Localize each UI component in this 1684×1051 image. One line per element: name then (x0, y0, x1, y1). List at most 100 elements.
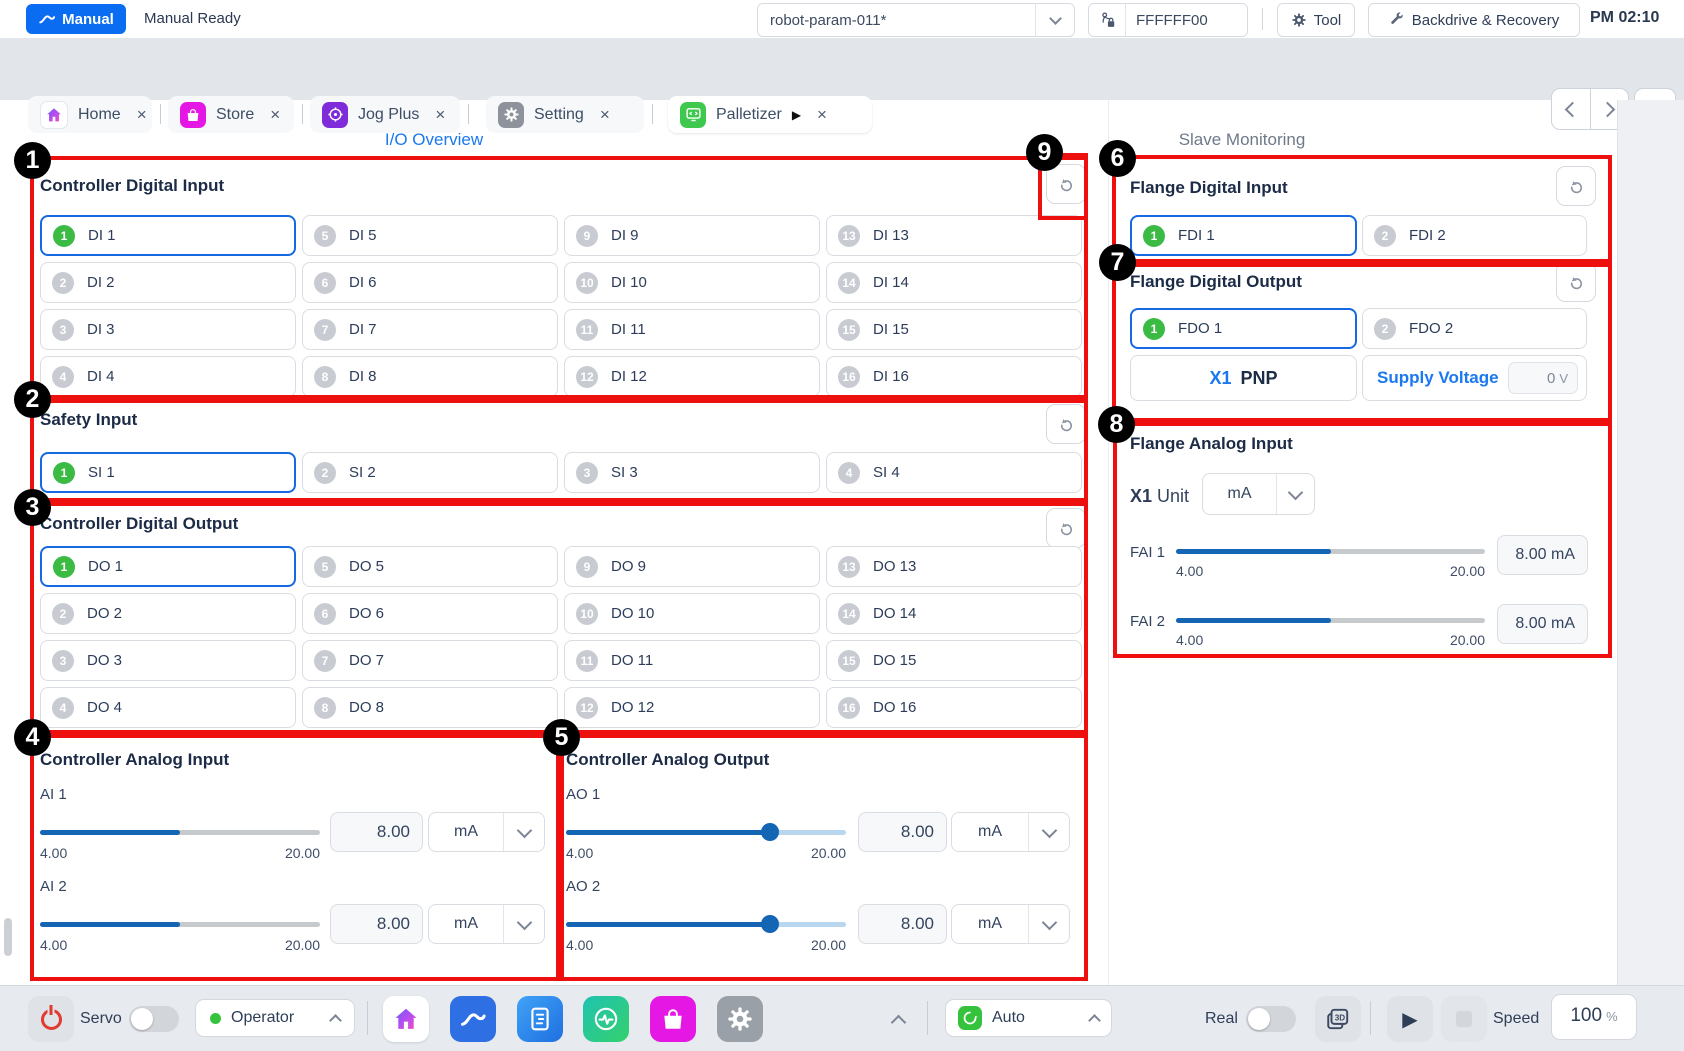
close-icon[interactable]: × (599, 105, 610, 124)
ai2-unit-select[interactable]: mA (428, 904, 545, 944)
ai1-unit-select[interactable]: mA (428, 812, 545, 852)
view-3d-button[interactable] (1315, 996, 1361, 1042)
cdo-cell[interactable]: 14 DO 14 (826, 593, 1082, 634)
real-toggle[interactable] (1246, 1006, 1296, 1032)
ai1-slider[interactable] (40, 830, 320, 835)
tab-store[interactable]: Store × (168, 96, 294, 133)
cdo-cell[interactable]: 4 DO 4 (40, 687, 296, 728)
cdi-cell[interactable]: 1 DI 1 (40, 215, 296, 256)
cdi-cell[interactable]: 6 DI 6 (302, 262, 558, 303)
cdi-cell[interactable]: 8 DI 8 (302, 356, 558, 397)
stop-button[interactable] (1441, 996, 1487, 1042)
si-cell[interactable]: 1 SI 1 (40, 452, 296, 493)
cdo-cell[interactable]: 1 DO 1 (40, 546, 296, 587)
cdi-cell[interactable]: 9 DI 9 (564, 215, 820, 256)
cdo-reset-button[interactable] (1046, 508, 1086, 548)
monitoring-app-button[interactable] (583, 996, 629, 1042)
cdi-cell[interactable]: 16 DI 16 (826, 356, 1082, 397)
cdi-cell[interactable]: 12 DI 12 (564, 356, 820, 397)
si-cell[interactable]: 3 SI 3 (564, 452, 820, 493)
servo-power-button[interactable] (28, 996, 74, 1042)
slider-handle[interactable] (761, 915, 780, 933)
io-cell-label: DO 10 (611, 605, 655, 622)
fdi-reset-button[interactable] (1556, 166, 1596, 206)
ao1-slider[interactable] (566, 823, 846, 841)
tab-palletizer[interactable]: Palletizer ▶ × (668, 96, 872, 133)
auto-mode-dropdown[interactable]: Auto (945, 999, 1112, 1037)
fai-unit-select[interactable]: mA (1202, 473, 1315, 515)
tab-setting[interactable]: Setting × (486, 96, 644, 133)
fai2-slider[interactable] (1176, 618, 1485, 623)
si-reset-button[interactable] (1046, 404, 1086, 444)
backdrive-recovery-button[interactable]: Backdrive & Recovery (1368, 3, 1580, 37)
ai2-slider[interactable] (40, 922, 320, 927)
cdi-cell[interactable]: 3 DI 3 (40, 309, 296, 350)
cdo-cell[interactable]: 15 DO 15 (826, 640, 1082, 681)
cdo-cell[interactable]: 3 DO 3 (40, 640, 296, 681)
ao2-slider[interactable] (566, 915, 846, 933)
fdo-cell[interactable]: 1 FDO 1 (1130, 308, 1357, 349)
left-scrollbar[interactable] (4, 918, 12, 956)
slider-handle[interactable] (761, 823, 780, 841)
si-cell[interactable]: 4 SI 4 (826, 452, 1082, 493)
cdo-cell[interactable]: 6 DO 6 (302, 593, 558, 634)
close-icon[interactable]: × (270, 105, 281, 124)
tab-prev-button[interactable] (1552, 89, 1591, 129)
cdo-cell[interactable]: 12 DO 12 (564, 687, 820, 728)
ao1-value[interactable]: 8.00 (858, 812, 947, 852)
cdo-cell[interactable]: 7 DO 7 (302, 640, 558, 681)
jog-app-button[interactable] (450, 996, 496, 1042)
cdo-cell[interactable]: 9 DO 9 (564, 546, 820, 587)
cdo-cell[interactable]: 11 DO 11 (564, 640, 820, 681)
cdi-cell[interactable]: 13 DI 13 (826, 215, 1082, 256)
fai1-slider[interactable] (1176, 549, 1485, 554)
play-button[interactable]: ▶ (1387, 996, 1433, 1042)
fdo-reset-button[interactable] (1556, 262, 1596, 302)
tab-jog-plus[interactable]: Jog Plus × (310, 96, 460, 133)
ai2-value[interactable]: 8.00 (330, 904, 423, 944)
servo-toggle[interactable] (129, 1006, 179, 1032)
cdo-cell[interactable]: 5 DO 5 (302, 546, 558, 587)
auto-mode-value: Auto (992, 1009, 1025, 1026)
cdi-cell[interactable]: 14 DI 14 (826, 262, 1082, 303)
cdo-cell[interactable]: 16 DO 16 (826, 687, 1082, 728)
store-app-button[interactable] (650, 996, 696, 1042)
hex-value-field[interactable]: FFFFFF00 (1088, 3, 1248, 37)
cdo-cell[interactable]: 2 DO 2 (40, 593, 296, 634)
cdi-cell[interactable]: 11 DI 11 (564, 309, 820, 350)
param-file-select[interactable]: robot-param-011* (757, 3, 1075, 37)
fdi-cell[interactable]: 1 FDI 1 (1130, 215, 1357, 256)
settings-app-button[interactable] (717, 996, 763, 1042)
ao1-unit-select[interactable]: mA (951, 812, 1070, 852)
close-icon[interactable]: × (817, 105, 827, 124)
ao2-value[interactable]: 8.00 (858, 904, 947, 944)
cdi-reset-button[interactable] (1046, 164, 1086, 204)
cdo-cell[interactable]: 8 DO 8 (302, 687, 558, 728)
ai1-value[interactable]: 8.00 (330, 812, 423, 852)
tool-button[interactable]: Tool (1277, 3, 1355, 37)
fdo-supply-cell: Supply Voltage 0 V (1362, 355, 1587, 401)
fdi-cell[interactable]: 2 FDI 2 (1362, 215, 1587, 256)
cdi-cell[interactable]: 2 DI 2 (40, 262, 296, 303)
cdi-cell[interactable]: 4 DI 4 (40, 356, 296, 397)
manual-mode-button[interactable]: Manual (26, 4, 126, 34)
si-cell[interactable]: 2 SI 2 (302, 452, 558, 493)
close-icon[interactable]: × (435, 105, 446, 124)
ao2-unit-select[interactable]: mA (951, 904, 1070, 944)
cdi-cell[interactable]: 5 DI 5 (302, 215, 558, 256)
role-dropdown[interactable]: Operator (195, 999, 355, 1037)
speed-field[interactable]: 100 % (1551, 994, 1637, 1040)
cdi-cell[interactable]: 7 DI 7 (302, 309, 558, 350)
close-icon[interactable]: × (136, 105, 147, 124)
cdi-cell[interactable]: 15 DI 15 (826, 309, 1082, 350)
home-app-button[interactable] (383, 996, 429, 1042)
fdo-cell[interactable]: 2 FDO 2 (1362, 308, 1587, 349)
cdi-cell[interactable]: 10 DI 10 (564, 262, 820, 303)
cdo-cell[interactable]: 13 DO 13 (826, 546, 1082, 587)
task-app-button[interactable] (517, 996, 563, 1042)
cdo-cell[interactable]: 10 DO 10 (564, 593, 820, 634)
tab-home[interactable]: Home × (28, 96, 152, 133)
io-cell-label: DI 7 (349, 321, 377, 338)
dock-collapse-button[interactable] (890, 1012, 907, 1033)
ao2-label: AO 2 (566, 878, 601, 895)
